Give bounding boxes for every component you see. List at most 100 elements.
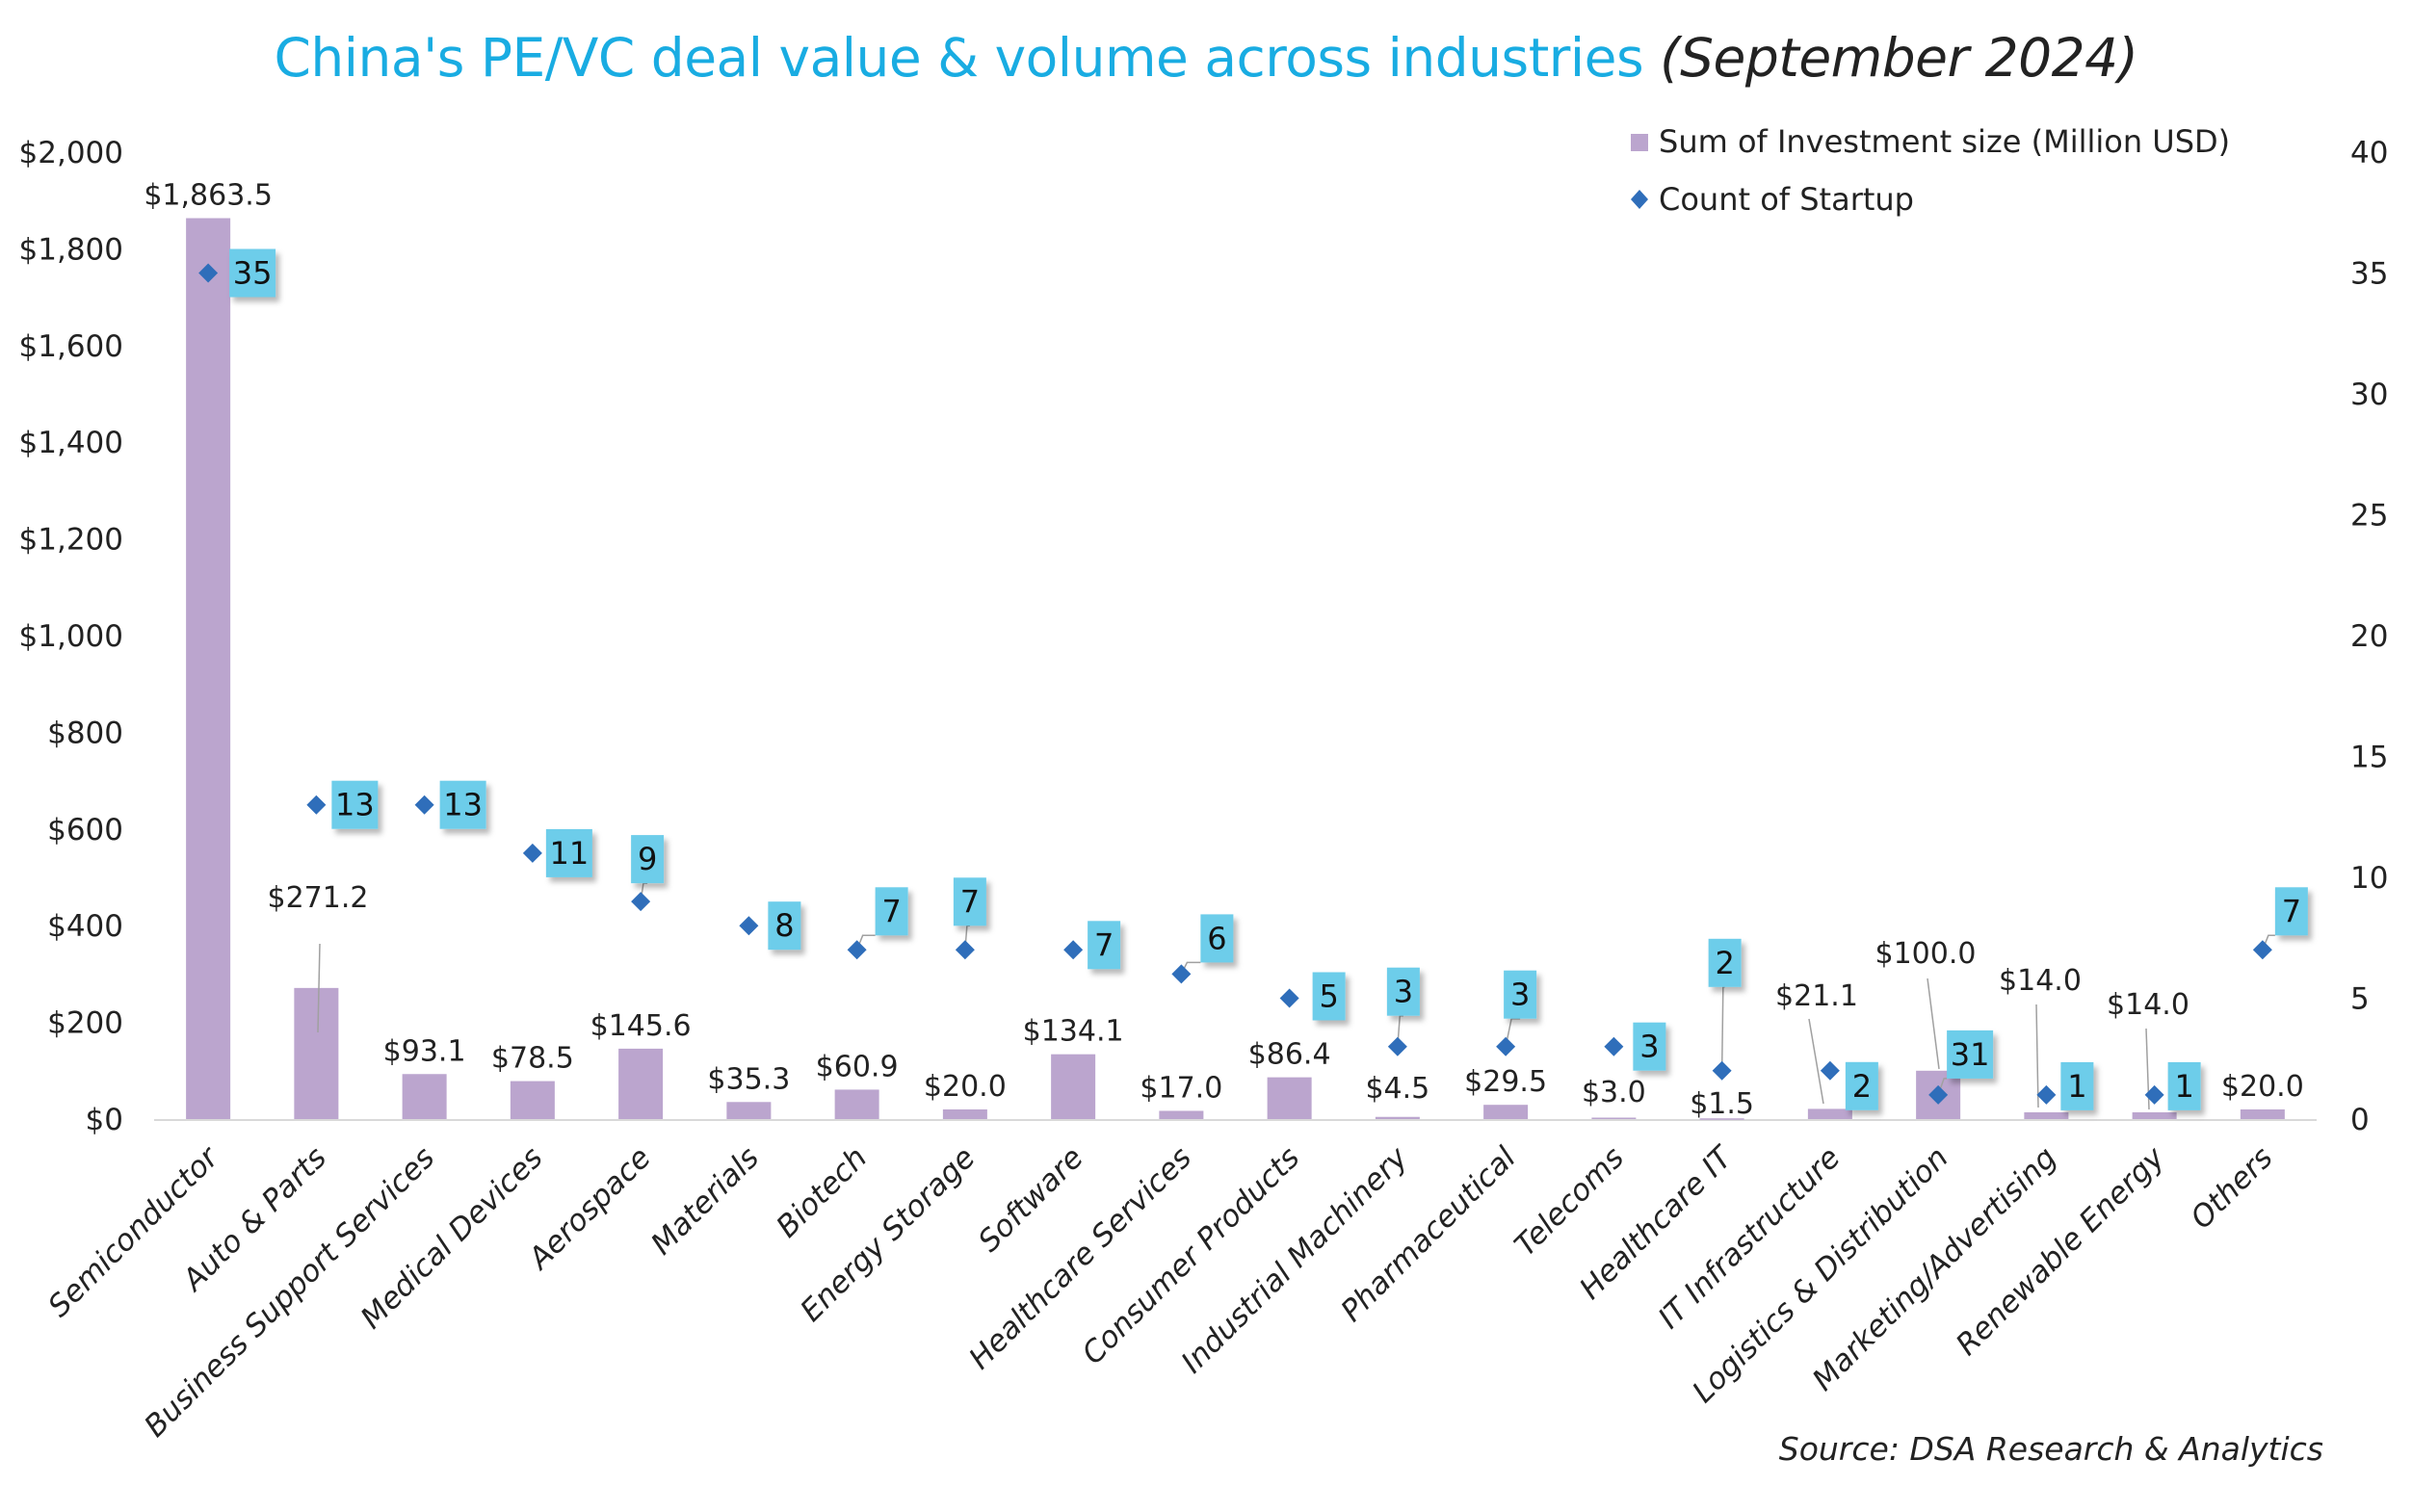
bar	[1159, 1110, 1204, 1119]
bar-value-label: $20.0	[2221, 1070, 2304, 1104]
bar-value-label: $35.3	[707, 1062, 790, 1096]
x-category-label: Consumer Products	[1076, 1140, 1307, 1371]
bar	[510, 1081, 555, 1119]
count-marker-diamond	[522, 843, 542, 863]
count-label-box	[2274, 887, 2308, 936]
count-label-box	[631, 835, 665, 884]
count-marker-diamond	[739, 916, 759, 936]
count-label-box	[2167, 1061, 2201, 1110]
count-label-box	[1504, 970, 1537, 1019]
bar-value-label: $14.0	[2107, 988, 2189, 1022]
y-right-tick-label: 35	[2350, 257, 2388, 292]
count-value-label: 8	[774, 907, 794, 944]
y-right-tick-label: 0	[2350, 1103, 2370, 1137]
count-value-label: 2	[1852, 1068, 1872, 1105]
bar-value-label: $14.0	[1999, 964, 2082, 998]
count-label-box	[1088, 921, 1121, 970]
y-right-tick-label: 5	[2350, 982, 2370, 1017]
x-category-label: Biotech	[770, 1140, 874, 1244]
bar-value-label: $1,863.5	[144, 179, 273, 213]
count-value-label: 2	[1715, 945, 1734, 981]
count-value-label: 31	[1951, 1036, 1990, 1073]
legend-diamond-icon	[1631, 190, 1648, 209]
count-marker-diamond	[1496, 1036, 1516, 1056]
leader-line	[1808, 1018, 1824, 1105]
bar-value-label: $93.1	[383, 1034, 466, 1068]
count-label-box	[1312, 972, 1346, 1021]
count-label-box	[439, 780, 486, 829]
chart-title-main: China's PE/VC deal value & volume across…	[274, 27, 1644, 89]
count-marker-diamond	[1712, 1060, 1732, 1081]
bars-series	[186, 218, 2285, 1120]
bar-value-label: $100.0	[1875, 937, 1977, 971]
bar-value-label: $17.0	[1140, 1071, 1222, 1105]
count-value-label: 7	[960, 883, 980, 920]
count-marker-diamond	[2144, 1084, 2164, 1105]
bar-value-label: $21.1	[1775, 979, 1858, 1013]
leader-line	[2035, 1004, 2039, 1108]
count-label-box	[1947, 1030, 1994, 1079]
bar-value-label: $271.2	[268, 881, 369, 915]
y-right-tick-label: 20	[2350, 619, 2388, 654]
bar	[834, 1089, 879, 1119]
y-left-tick-label: $1,200	[19, 523, 123, 558]
count-marker-diamond	[1171, 964, 1192, 984]
count-marker-diamond	[1063, 940, 1084, 960]
bar	[1051, 1054, 1096, 1119]
count-value-label: 6	[1207, 920, 1226, 956]
bar	[726, 1102, 772, 1119]
count-value-label: 7	[881, 893, 901, 929]
count-label-box	[875, 887, 908, 936]
y-right-tick-label: 30	[2350, 378, 2388, 412]
count-label-box	[768, 901, 801, 951]
count-label-box	[953, 877, 986, 926]
bar	[1267, 1077, 1312, 1119]
bar-value-label: $134.1	[1023, 1015, 1124, 1049]
count-value-label: 7	[2282, 893, 2301, 929]
count-marker-diamond	[1928, 1084, 1949, 1105]
bar	[294, 987, 339, 1119]
leader-line	[317, 943, 321, 1033]
y-left-tick-label: $200	[47, 1006, 123, 1041]
bar-value-label: $145.6	[590, 1009, 692, 1043]
count-value-label: 3	[1510, 977, 1530, 1013]
count-value-label: 13	[335, 787, 375, 823]
count-value-label: 1	[2067, 1068, 2086, 1105]
count-marker-diamond	[1387, 1036, 1407, 1056]
bar-value-label: $4.5	[1365, 1072, 1429, 1106]
bar-value-label: $3.0	[1582, 1076, 1646, 1109]
legend-count-label: Count of Startup	[1659, 181, 1914, 218]
y-left-tick-label: $1,000	[19, 619, 123, 654]
count-marker-diamond	[847, 940, 867, 960]
count-value-label: 11	[550, 835, 590, 872]
bar	[1483, 1105, 1529, 1119]
chart-title-subtitle: (September 2024)	[1660, 27, 2138, 89]
y-axis-left: $0 $200 $400 $600 $800 $1,000 $1,200 $1,400 $1,6…	[19, 136, 123, 1137]
legend-bar-swatch	[1631, 134, 1648, 151]
bar-value-label: $60.9	[816, 1050, 899, 1083]
x-category-label: IT Infrastructure	[1652, 1140, 1848, 1336]
count-marker-diamond	[631, 892, 651, 912]
count-label-box	[1845, 1061, 1878, 1110]
bar	[1699, 1118, 1744, 1120]
bar	[1807, 1108, 1852, 1119]
y-left-tick-label: $2,000	[19, 136, 123, 170]
y-right-tick-label: 25	[2350, 499, 2388, 534]
count-value-label: 3	[1394, 974, 1413, 1010]
count-value-label: 3	[1639, 1029, 1659, 1065]
y-left-tick-label: $1,400	[19, 426, 123, 460]
bar	[2024, 1111, 2069, 1119]
count-value-label: 1	[2174, 1068, 2193, 1105]
bar	[1591, 1117, 1637, 1119]
x-category-label: Others	[2184, 1140, 2279, 1236]
bar-value-label: $86.4	[1248, 1038, 1331, 1072]
count-value-label: 5	[1319, 978, 1338, 1015]
leader-line	[1720, 986, 1725, 1071]
count-label-box	[545, 828, 592, 877]
y-left-tick-label: $800	[47, 716, 123, 750]
bar	[942, 1108, 987, 1119]
count-marker-diamond	[2036, 1084, 2057, 1105]
bar	[186, 218, 231, 1119]
